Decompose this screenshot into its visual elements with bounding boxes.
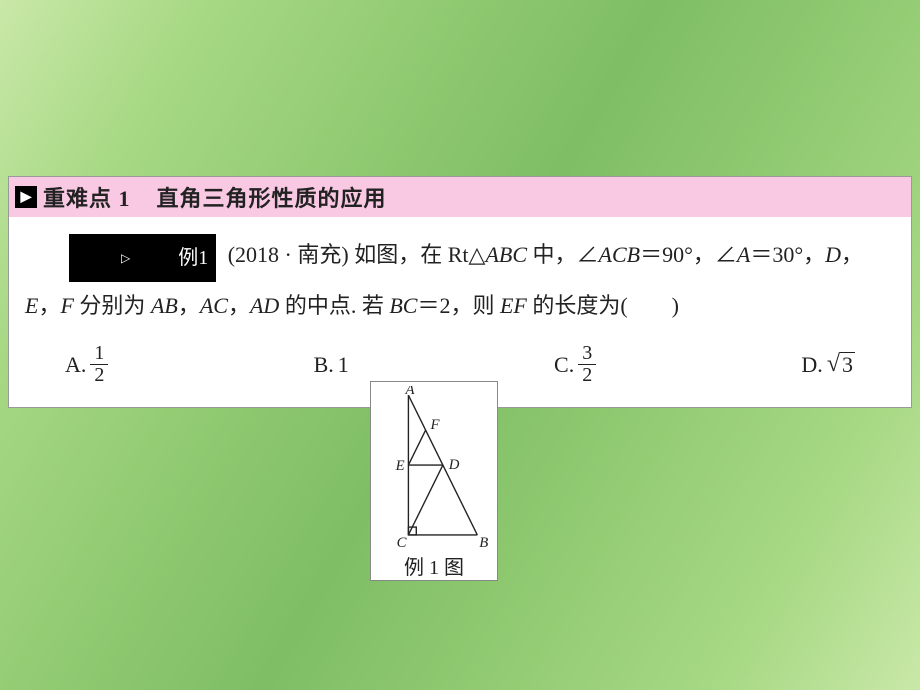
opt-b-value: 1	[338, 341, 349, 389]
problem-line-1: ▷ 例1 (2018 · 南充) 如图，在 Rt△ABC 中，∠ACB＝90°，…	[25, 231, 895, 282]
c3: ，	[228, 293, 250, 318]
difficulty-label: 重难点 1	[43, 186, 131, 211]
opt-d-radicand: 3	[840, 352, 855, 377]
eq2: ＝2，则	[417, 293, 500, 318]
svg-text:F: F	[430, 417, 441, 433]
problem-body: ▷ 例1 (2018 · 南充) 如图，在 Rt△ABC 中，∠ACB＝90°，…	[9, 217, 911, 407]
source-tag: (2018 · 南充)	[228, 242, 349, 267]
figure-caption: 例 1 图	[404, 551, 464, 580]
var-abc: ABC	[485, 242, 527, 267]
play-icon: ▶	[15, 186, 37, 208]
option-a: A. 1 2	[65, 341, 108, 389]
opt-c-den: 2	[578, 365, 596, 386]
problem-block: ▶ 重难点 1 直角三角形性质的应用 ▷ 例1 (2018 · 南充) 如图，在…	[8, 176, 912, 408]
var-a: A	[737, 242, 750, 267]
opt-d-sqrt: √ 3	[827, 352, 855, 377]
option-d: D. √ 3	[801, 341, 855, 389]
opt-d-label: D.	[801, 341, 822, 389]
section-title: 直角三角形性质的应用	[157, 186, 387, 211]
var-ab: AB	[151, 293, 178, 318]
var-e: E	[25, 293, 38, 318]
example-badge: ▷ 例1	[69, 234, 216, 282]
figure-box: A C B D E F 例 1 图	[370, 381, 498, 581]
end: 的长度为( )	[527, 293, 679, 318]
triangle-diagram: A C B D E F	[371, 386, 497, 551]
radical-icon: √	[827, 352, 840, 376]
svg-text:E: E	[395, 458, 405, 474]
svg-text:A: A	[404, 386, 415, 398]
c1: ，	[38, 293, 60, 318]
opt-c-fraction: 3 2	[578, 343, 596, 386]
opt-b-label: B.	[314, 341, 334, 389]
var-ac: AC	[200, 293, 228, 318]
option-b: B. 1	[314, 341, 349, 389]
opt-a-den: 2	[90, 365, 108, 386]
t2: 的中点. 若	[279, 293, 389, 318]
stem-3: ＝90°，∠	[640, 242, 737, 267]
var-ad: AD	[250, 293, 279, 318]
var-bc: BC	[389, 293, 417, 318]
opt-a-fraction: 1 2	[90, 343, 108, 386]
problem-line-2: E，F 分别为 AB，AC，AD 的中点. 若 BC＝2，则 EF 的长度为( …	[25, 282, 895, 330]
c2: ，	[178, 293, 200, 318]
var-d: D	[825, 242, 841, 267]
section-label: 重难点 1 直角三角形性质的应用	[43, 181, 387, 213]
opt-a-num: 1	[90, 343, 108, 365]
var-f: F	[60, 293, 73, 318]
example-number: 例1	[134, 236, 208, 280]
stem-1: 如图，在 Rt△	[354, 242, 485, 267]
var-acb: ACB	[599, 242, 641, 267]
svg-text:C: C	[397, 535, 407, 551]
svg-text:B: B	[479, 535, 488, 551]
option-c: C. 3 2	[554, 341, 596, 389]
opt-a-label: A.	[65, 341, 86, 389]
triangle-icon: ▷	[77, 245, 130, 271]
stem-4: ＝30°，	[750, 242, 825, 267]
stem-2: 中，∠	[527, 242, 599, 267]
t1: 分别为	[74, 293, 151, 318]
var-ef: EF	[500, 293, 527, 318]
svg-text:D: D	[448, 457, 460, 473]
stem-5: ，	[841, 242, 863, 267]
opt-c-label: C.	[554, 341, 574, 389]
section-header: ▶ 重难点 1 直角三角形性质的应用	[9, 177, 911, 217]
opt-c-num: 3	[578, 343, 596, 365]
